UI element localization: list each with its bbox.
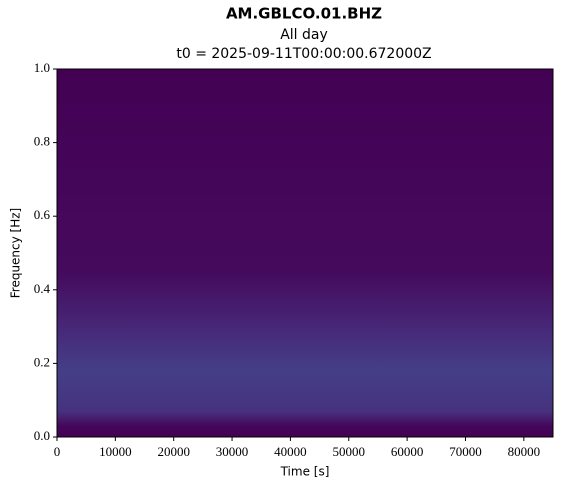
x-tick-label: 20000 <box>157 444 190 459</box>
x-axis-label: Time [s] <box>280 465 330 479</box>
y-tick-label: 0.8 <box>34 134 50 149</box>
x-tick-label: 0 <box>54 444 61 459</box>
x-tick-label: 30000 <box>216 444 249 459</box>
x-tick-label: 50000 <box>333 444 366 459</box>
chart-title: AM.GBLCO.01.BHZ <box>226 5 382 23</box>
x-tick-label: 80000 <box>508 444 541 459</box>
y-tick-label: 0.2 <box>34 354 50 369</box>
x-tick-label: 10000 <box>99 444 132 459</box>
y-tick-label: 1.0 <box>34 60 50 75</box>
spectrogram-image <box>56 68 554 438</box>
annotation: t0 = 2025-09-11T00:00:00.672000Z <box>176 46 431 62</box>
x-tick-label: 60000 <box>391 444 424 459</box>
x-tick-label: 70000 <box>449 444 482 459</box>
y-tick-label: 0.6 <box>34 207 51 222</box>
y-tick-label: 0.0 <box>34 428 50 443</box>
chart-subtitle: All day <box>280 27 328 43</box>
y-axis-label: Frequency [Hz] <box>9 208 23 299</box>
y-tick-label: 0.4 <box>34 281 51 296</box>
x-tick-label: 40000 <box>274 444 307 459</box>
